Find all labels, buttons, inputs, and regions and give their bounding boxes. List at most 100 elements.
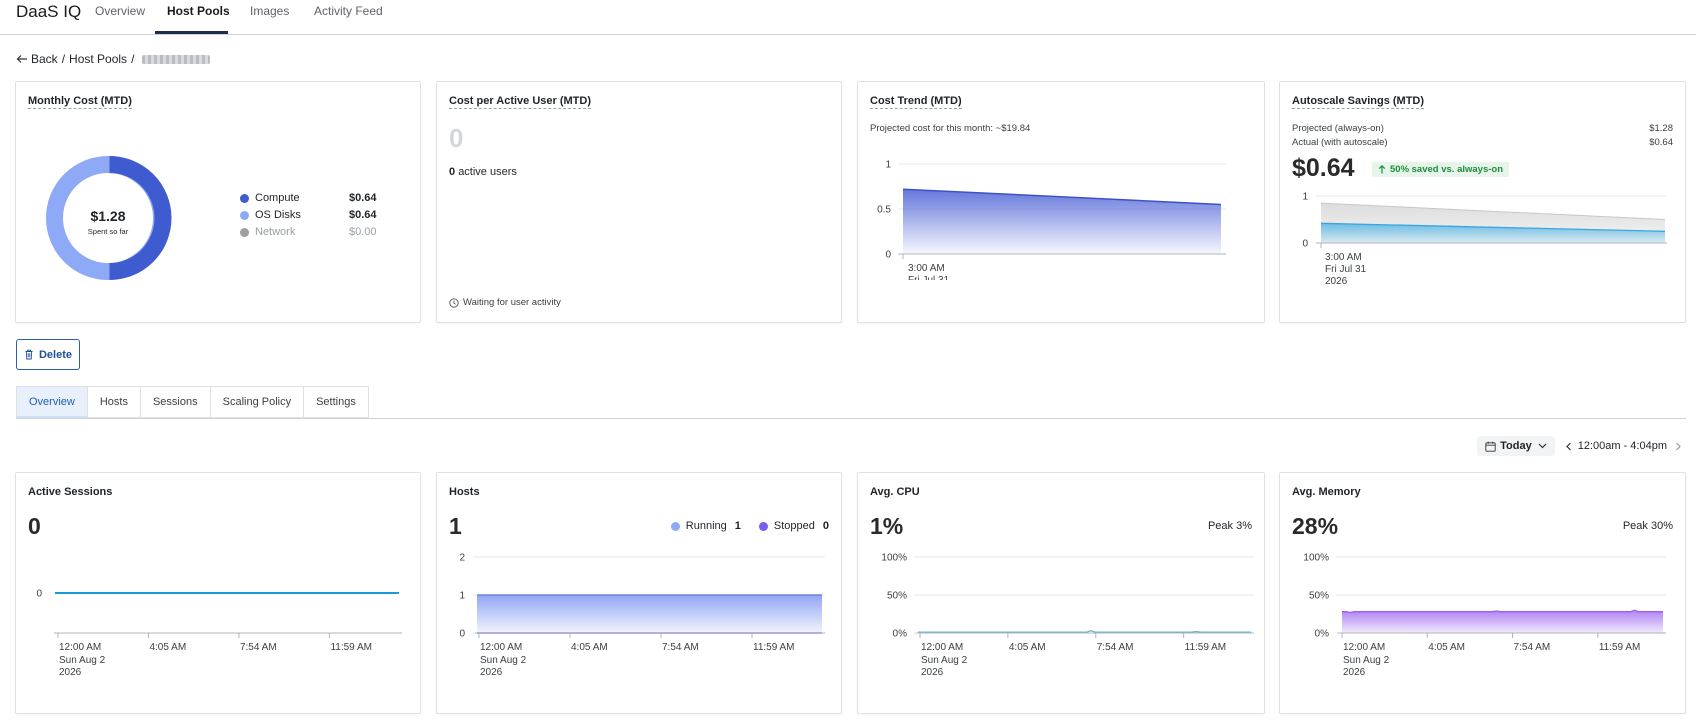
avg-memory-value: 28% <box>1292 513 1339 539</box>
range-preset-dropdown[interactable]: Today <box>1477 436 1555 456</box>
cpu-peak: Peak 3% <box>1207 520 1252 532</box>
actual-label: Actual (with autoscale) <box>1292 137 1388 148</box>
breadcrumb-back[interactable]: Back <box>31 52 58 66</box>
top-navigation: DaaS IQ Overview Host Pools Images Activ… <box>0 0 1696 35</box>
y-tick-label: 0 <box>1302 239 1308 250</box>
monthly-cost-donut: $1.28 Spent so far <box>46 156 172 280</box>
back-arrow-icon[interactable] <box>16 54 28 64</box>
legend-value: $0.64 <box>349 209 377 221</box>
delete-label: Delete <box>38 348 73 361</box>
x-tick-label: 12:00 AM <box>480 642 522 653</box>
autoscale-title: Autoscale Savings (MTD) <box>1292 95 1425 109</box>
y-tick-label: 0 <box>459 629 465 640</box>
y-tick-label: 1 <box>1302 192 1308 203</box>
donut-slice-compute[interactable] <box>109 156 172 280</box>
x-tick-label: 11:59 AM <box>1185 642 1227 653</box>
running-area <box>477 595 822 633</box>
network-dot-icon <box>240 227 249 237</box>
avg-cpu-value: 1% <box>870 513 904 539</box>
x-tick-label: 4:05 AM <box>571 642 608 653</box>
x-year-label: 2026 <box>1325 276 1348 286</box>
tab-overview[interactable]: Overview <box>16 386 88 418</box>
os-disks-dot-icon <box>240 210 249 220</box>
actual-line <box>1320 222 1666 232</box>
chevron-right-icon[interactable] <box>1675 442 1682 451</box>
running-dot-icon <box>670 521 680 531</box>
monthly-cost-title: Monthly Cost (MTD) <box>28 95 132 109</box>
tab-settings[interactable]: Settings <box>304 386 369 418</box>
nav-tab-overview[interactable]: Overview <box>95 4 146 18</box>
x-year-label: 2026 <box>59 667 82 678</box>
avg-memory-card: Avg. Memory 28% Peak 30% 0% 50% 100% 12:00 … <box>1279 472 1686 714</box>
breadcrumb-host-pools[interactable]: Host Pools <box>69 52 128 66</box>
y-tick-label: 100% <box>881 553 907 564</box>
range-window-label: 12:00am - 4:04pm <box>1577 440 1667 452</box>
avg-memory-chart: 0% 50% 100% 12:00 AM 4:05 AM 7:54 AM 11:59 AM S… <box>1303 553 1666 678</box>
actual-area <box>1321 223 1665 243</box>
chevron-down-icon <box>1538 443 1547 449</box>
x-tick-label: 12:00 AM <box>59 642 101 653</box>
waiting-status: Waiting for user activity <box>449 297 561 308</box>
cost-per-user-card: Cost per Active User (MTD) 0 0 active us… <box>436 81 842 323</box>
tab-sessions[interactable]: Sessions <box>140 386 211 418</box>
hosts-chart: 0 1 2 12:00 AM 4:05 AM 7:54 AM 11:59 AM Sun Aug… <box>459 553 825 678</box>
y-tick-label: 0% <box>1315 629 1330 640</box>
active-nav-indicator <box>155 31 228 34</box>
memory-area <box>1342 610 1663 633</box>
projected-label: Projected (always-on) <box>1292 123 1384 134</box>
cost-per-user-value: 0 <box>449 123 464 153</box>
nav-tab-host-pools[interactable]: Host Pools <box>167 4 230 18</box>
x-date-label: Sun Aug 2 <box>1343 655 1390 666</box>
active-users-count: 0 <box>449 166 456 178</box>
x-tick-label: 7:54 AM <box>1097 642 1134 653</box>
time-range-bar: Today 12:00am - 4:04pm <box>1477 436 1682 456</box>
y-tick-label: 0% <box>893 629 908 640</box>
nav-tab-activity-feed[interactable]: Activity Feed <box>314 4 383 18</box>
range-preset-label: Today <box>1500 440 1532 452</box>
tab-hosts[interactable]: Hosts <box>87 386 141 418</box>
donut-caption: Spent so far <box>88 227 129 236</box>
y-tick-label: 1 <box>459 591 465 602</box>
hosts-legend: Running 1 Stopped 0 <box>670 520 829 532</box>
compute-dot-icon <box>240 193 249 203</box>
hosts-value: 1 <box>449 513 462 539</box>
legend-label: Network <box>255 226 296 238</box>
legend-network: Network $0.00 <box>240 226 377 238</box>
memory-line <box>1342 609 1663 614</box>
active-sessions-chart: 0 12:00 AM 4:05 AM 7:54 AM 11:59 AM Sun Aug 2… <box>36 589 402 678</box>
active-sessions-value: 0 <box>28 513 41 539</box>
legend-label: Compute <box>255 192 300 204</box>
legend-os-disks: OS Disks $0.64 <box>240 209 377 221</box>
arrow-up-icon <box>1378 165 1386 174</box>
cost-trend-title: Cost Trend (MTD) <box>870 95 962 109</box>
x-tick-label: 12:00 AM <box>921 642 963 653</box>
y-tick-label: 100% <box>1303 553 1329 564</box>
running-count: 1 <box>734 520 741 532</box>
x-tick-label: 3:00 AM <box>908 263 945 274</box>
app-title: DaaS IQ <box>16 2 82 21</box>
donut-total: $1.28 <box>90 208 125 224</box>
nav-tab-images[interactable]: Images <box>250 4 290 18</box>
legend-value: $0.64 <box>349 192 377 204</box>
hosts-title: Hosts <box>449 486 480 498</box>
tabs-divider <box>16 418 1686 419</box>
avg-cpu-chart: 0% 50% 100% 12:00 AM 4:05 AM 7:54 AM 11:59 AM S… <box>881 553 1254 678</box>
y-tick-label: 2 <box>459 553 465 564</box>
cost-trend-line <box>902 188 1222 206</box>
delete-button[interactable]: Delete <box>16 339 80 370</box>
autoscale-savings-card: Autoscale Savings (MTD) Projected (alway… <box>1279 81 1686 323</box>
x-tick-label: 4:05 AM <box>149 642 186 653</box>
x-date-label: Sun Aug 2 <box>480 655 527 666</box>
x-tick-label: 4:05 AM <box>1428 642 1465 653</box>
y-tick-label: 0 <box>36 589 42 600</box>
avg-memory-title: Avg. Memory <box>1292 486 1361 498</box>
chevron-left-icon[interactable] <box>1565 442 1572 451</box>
legend-compute: Compute $0.64 <box>240 192 377 204</box>
x-year-label: 2026 <box>480 667 503 678</box>
tab-scaling-policy[interactable]: Scaling Policy <box>210 386 305 418</box>
cost-per-user-title: Cost per Active User (MTD) <box>449 95 592 109</box>
breadcrumb-separator: / <box>61 52 66 66</box>
active-users-line: 0 active users <box>449 166 517 178</box>
y-tick-label: 50% <box>1309 591 1329 602</box>
